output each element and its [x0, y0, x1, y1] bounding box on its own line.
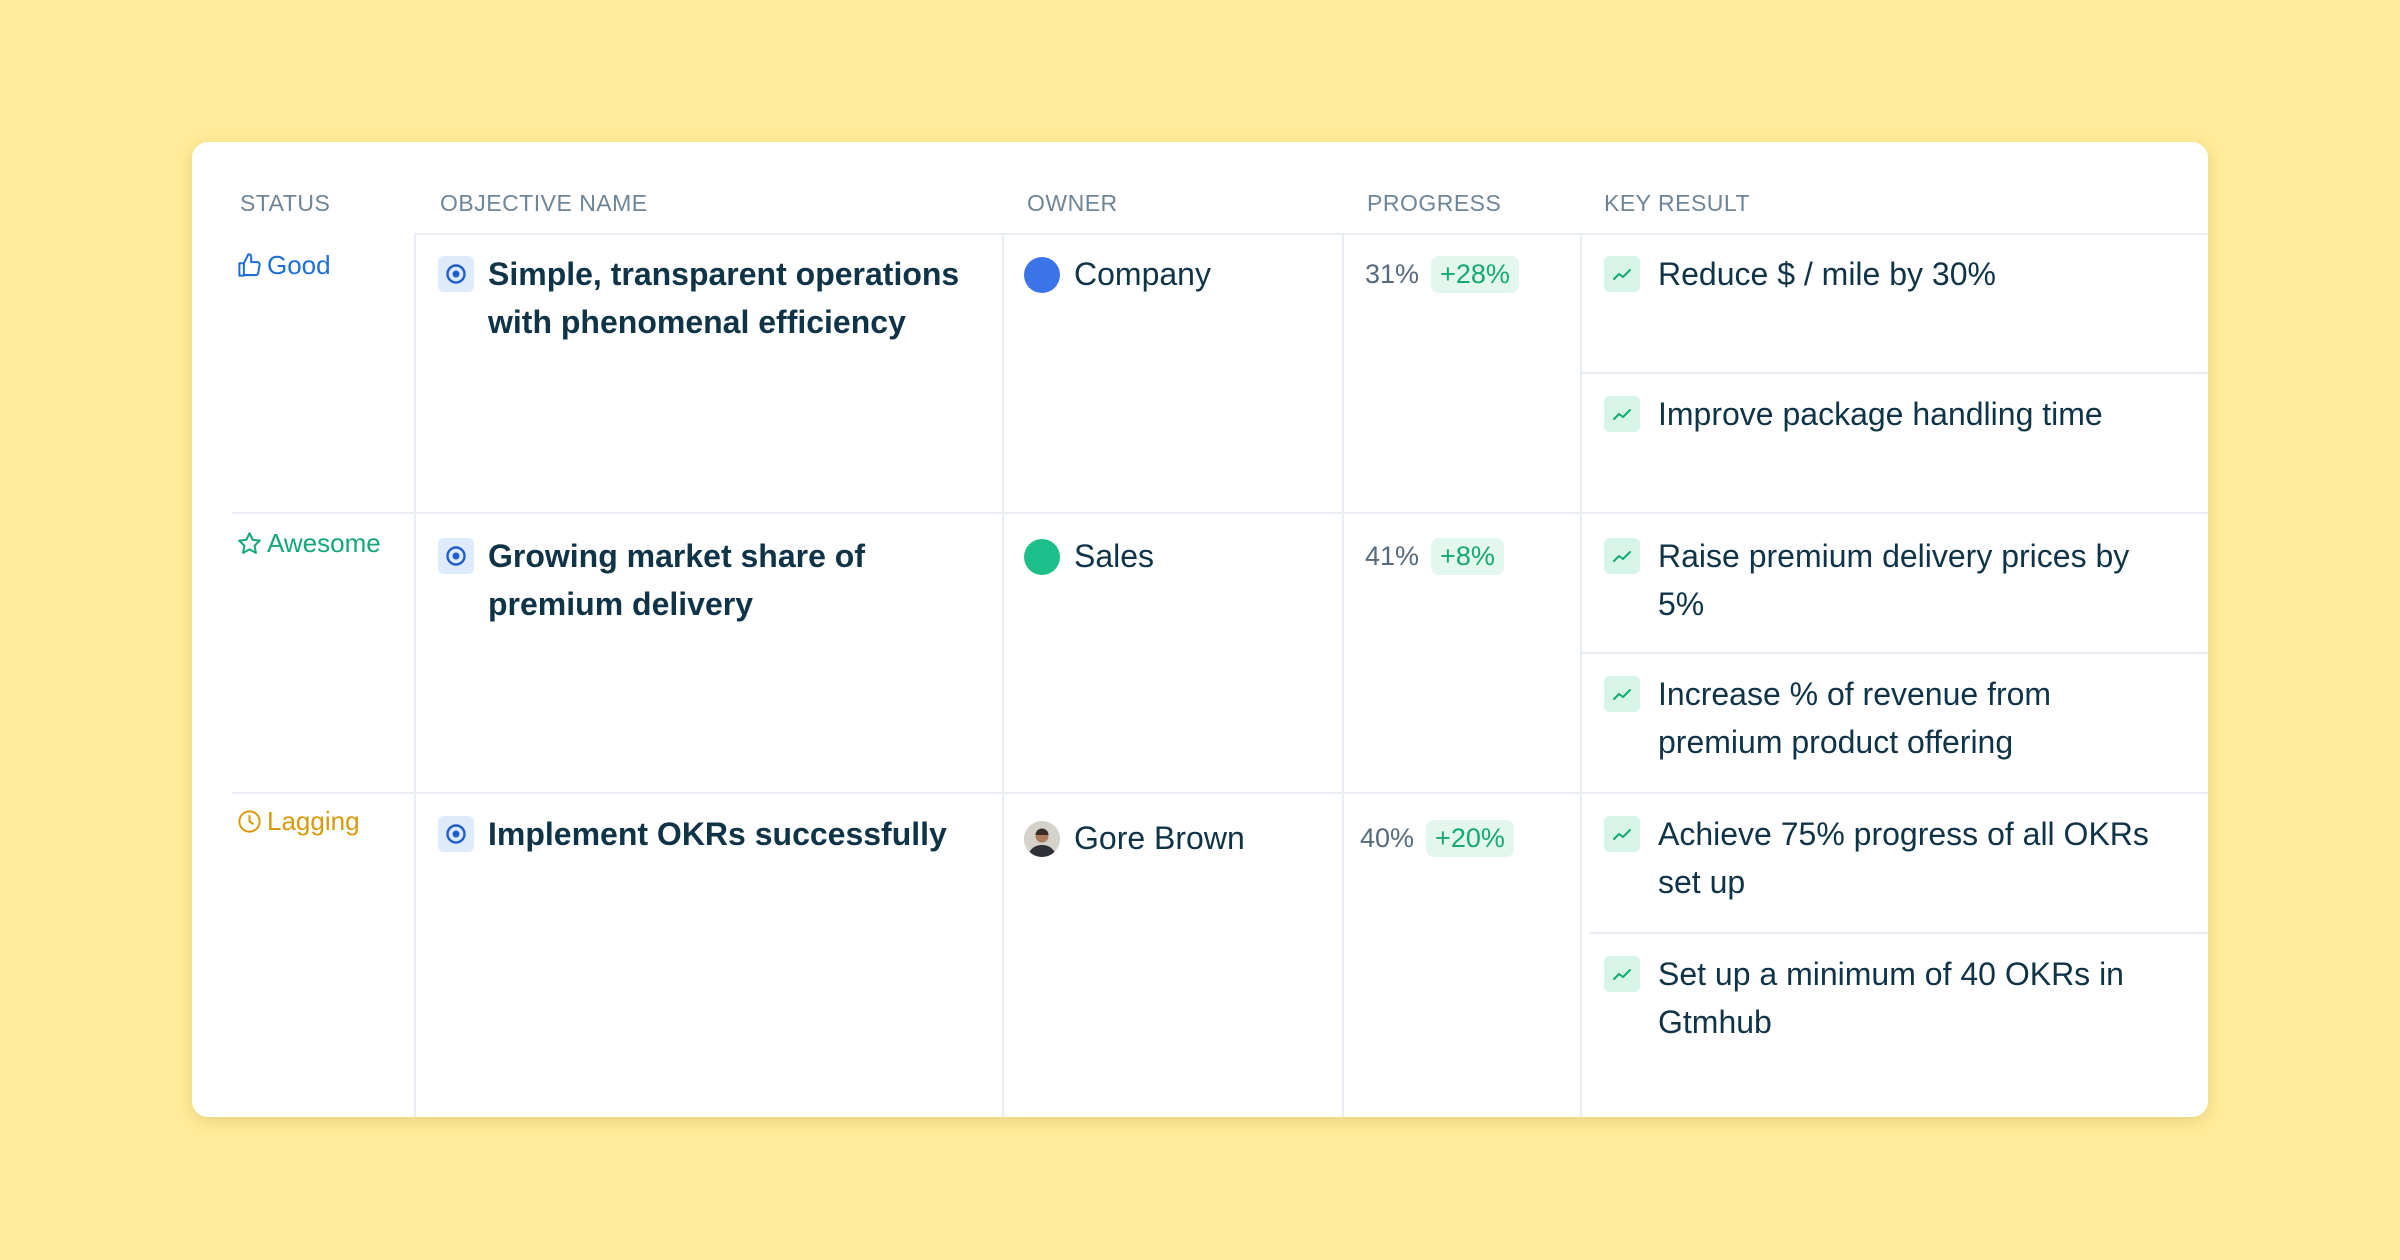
column-header-owner[interactable]: OWNER [1027, 190, 1118, 216]
column-header-objective[interactable]: OBJECTIVE NAME [440, 190, 648, 216]
progress: 40% +20% [1360, 820, 1514, 857]
target-icon [438, 256, 474, 292]
divider [414, 233, 416, 1117]
objective-text: Implement OKRs successfully [488, 816, 947, 852]
trend-up-icon [1604, 396, 1640, 432]
trend-up-icon [1604, 256, 1640, 292]
target-icon [438, 538, 474, 574]
divider [414, 233, 2208, 235]
key-result[interactable]: Improve package handling time [1604, 390, 2174, 438]
target-icon [438, 816, 474, 852]
trend-up-icon [1604, 816, 1640, 852]
progress-delta: +8% [1431, 538, 1504, 575]
avatar [1024, 538, 1060, 575]
key-result[interactable]: Achieve 75% progress of all OKRs set up [1604, 810, 2174, 906]
objective-name[interactable]: Growing market share of premium delivery [438, 532, 978, 628]
column-header-progress[interactable]: PROGRESS [1367, 190, 1502, 216]
column-header-key-result[interactable]: KEY RESULT [1604, 190, 1751, 216]
status-label: Lagging [267, 806, 360, 836]
key-result-text: Reduce $ / mile by 30% [1658, 256, 1996, 292]
column-header-status[interactable]: STATUS [240, 190, 331, 216]
progress: 41% +8% [1365, 538, 1504, 575]
progress-value: 40% [1360, 823, 1415, 853]
star-icon [238, 532, 261, 554]
key-result-text: Improve package handling time [1658, 396, 2103, 432]
progress-value: 31% [1365, 259, 1420, 289]
clock-icon [238, 810, 261, 833]
status-label: Awesome [267, 528, 381, 558]
thumbs-up-icon [238, 253, 261, 277]
key-result-text: Achieve 75% progress of all OKRs set up [1658, 816, 2149, 900]
key-result-text: Set up a minimum of 40 OKRs in Gtmhub [1658, 956, 2124, 1040]
key-result[interactable]: Set up a minimum of 40 OKRs in Gtmhub [1604, 950, 2174, 1046]
progress-value: 41% [1365, 541, 1420, 571]
owner[interactable]: Company [1024, 256, 1211, 293]
owner-name: Gore Brown [1074, 820, 1245, 856]
objective-text: Simple, transparent operations with phen… [488, 256, 960, 340]
key-result[interactable]: Reduce $ / mile by 30% [1604, 250, 2174, 298]
status-badge[interactable]: Lagging [236, 806, 360, 837]
avatar [1024, 256, 1060, 293]
objective-name[interactable]: Implement OKRs successfully [438, 810, 978, 858]
progress: 31% +28% [1365, 256, 1519, 293]
key-result[interactable]: Increase % of revenue from premium produ… [1604, 670, 2174, 766]
key-result-text: Increase % of revenue from premium produ… [1658, 676, 2052, 760]
objective-text: Growing market share of premium delivery [488, 538, 865, 622]
owner[interactable]: Gore Brown [1024, 820, 1245, 857]
objective-name[interactable]: Simple, transparent operations with phen… [438, 250, 978, 346]
status-label: Good [267, 250, 331, 280]
okr-table: STATUS OBJECTIVE NAME OWNER PROGRESS KEY… [192, 142, 2208, 1117]
divider [232, 512, 2208, 514]
trend-up-icon [1604, 956, 1640, 992]
divider [1582, 652, 2208, 654]
key-result[interactable]: Raise premium delivery prices by 5% [1604, 532, 2174, 628]
divider [1589, 932, 2208, 934]
owner[interactable]: Sales [1024, 538, 1154, 575]
status-badge[interactable]: Good [236, 250, 331, 281]
divider [232, 792, 2208, 794]
key-result-text: Raise premium delivery prices by 5% [1658, 538, 2130, 622]
divider [1580, 233, 1582, 1117]
owner-name: Company [1074, 256, 1211, 292]
divider [1002, 233, 1004, 1117]
status-badge[interactable]: Awesome [236, 528, 381, 559]
progress-delta: +20% [1426, 820, 1514, 857]
divider [1582, 372, 2208, 374]
divider [1342, 233, 1344, 1117]
trend-up-icon [1604, 676, 1640, 712]
owner-name: Sales [1074, 538, 1155, 574]
trend-up-icon [1604, 538, 1640, 574]
user-photo-icon [1024, 820, 1060, 857]
avatar [1024, 820, 1060, 857]
progress-delta: +28% [1431, 256, 1519, 293]
